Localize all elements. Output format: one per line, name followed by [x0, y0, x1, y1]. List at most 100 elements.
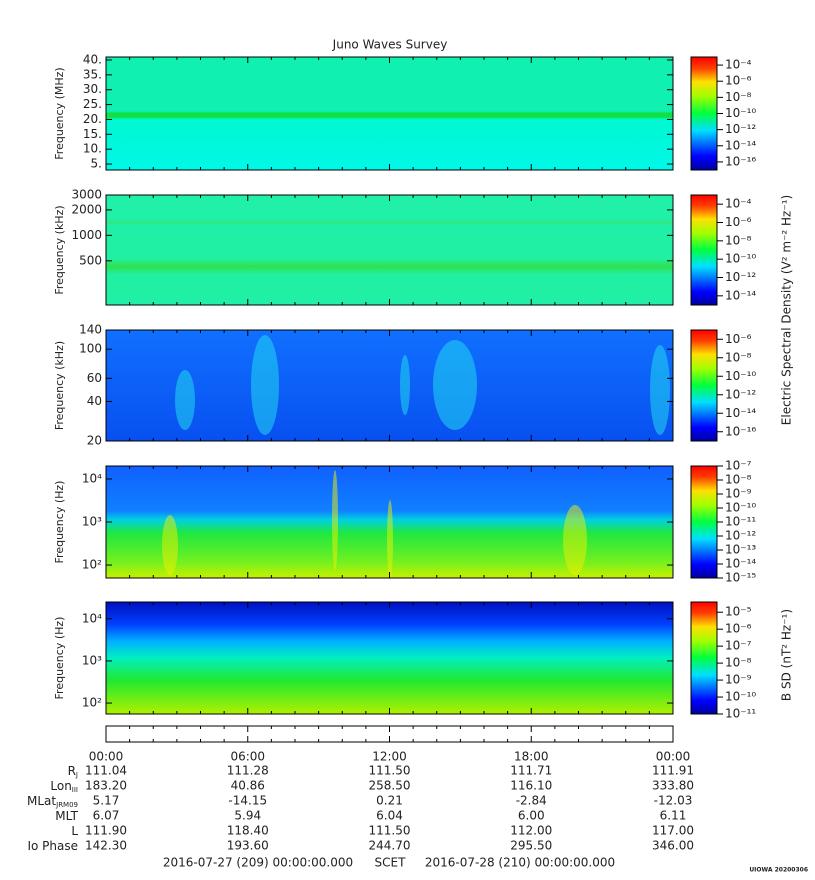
colorbar-tick-label: 10⁻¹⁶: [725, 424, 756, 438]
spectrogram: [106, 57, 673, 170]
scet-label: SCET: [375, 856, 407, 870]
colorbar-tick-label: 10⁻¹¹: [725, 707, 756, 721]
ephemeris-label: MLatJRM09: [27, 794, 78, 810]
y-tick-label: 10³: [82, 515, 102, 529]
colorbar-tick-label: 10⁻¹⁶: [725, 154, 756, 168]
colorbar-tick-label: 10⁻¹⁵: [725, 571, 756, 585]
y-axis-label: Frequency (Hz): [53, 617, 66, 700]
y-tick-label: 10³: [82, 653, 102, 667]
time-label: 18:00: [514, 750, 549, 764]
colorbar: [690, 601, 718, 715]
ephemeris-value: 6.00: [518, 809, 545, 823]
colorbar-tick-label: 10⁻¹⁰: [725, 501, 756, 515]
ephemeris-value: 244.70: [369, 839, 411, 853]
ephemeris-value: 111.71: [510, 764, 552, 778]
ephemeris-label: LonIII: [50, 779, 78, 795]
colorbar-tick-label: 10⁻¹²: [725, 270, 756, 284]
emission: [400, 355, 410, 415]
ephemeris-value: 295.50: [510, 839, 552, 853]
colorbar-tick-label: 10⁻⁸: [725, 350, 752, 364]
y-tick-label: 25.: [83, 97, 102, 111]
ephemeris-value: 6.04: [376, 809, 403, 823]
y-tick-label: 5.: [91, 157, 102, 171]
ephemeris-value: 111.50: [369, 824, 411, 838]
time-label: 12:00: [372, 750, 407, 764]
colorbar-tick-label: 10⁻¹¹: [725, 515, 756, 529]
spectrogram: [106, 330, 673, 441]
colorbar-label: Electric Spectral Density (V² m⁻² Hz⁻¹): [780, 195, 794, 425]
figure-title: Juno Waves Survey: [332, 38, 448, 52]
ephemeris-label: RJ: [68, 764, 78, 780]
emission: [162, 515, 178, 575]
colorbar-tick-label: 10⁻¹²: [725, 387, 756, 401]
ephemeris-value: 5.94: [234, 809, 261, 823]
ephemeris-value: 142.30: [85, 839, 127, 853]
y-tick-label: 10²: [82, 558, 102, 572]
y-tick-label: 140: [79, 323, 102, 337]
colorbar: [690, 465, 718, 579]
ephemeris-name: R: [68, 764, 76, 778]
y-tick-label: 20.: [83, 112, 102, 126]
y-tick-label: 10²: [82, 696, 102, 710]
colorbar-tick-label: 10⁻⁹: [725, 673, 752, 687]
emission: [175, 370, 195, 430]
ephemeris-label: MLT: [55, 809, 78, 823]
ephemeris-value: 193.60: [227, 839, 269, 853]
ephemeris-name: Lon: [50, 779, 71, 793]
ephemeris-value: 118.40: [227, 824, 269, 838]
ephemeris-value: 111.91: [652, 764, 694, 778]
colorbar-tick-label: 10⁻⁶: [725, 622, 752, 636]
colorbar-tick-label: 10⁻¹⁴: [725, 406, 756, 420]
colorbar-label: B SD (nT² Hz⁻¹): [780, 609, 794, 701]
y-tick-label: 100: [79, 342, 102, 356]
ephemeris-subscript: III: [72, 786, 78, 794]
y-tick-label: 40: [87, 394, 102, 408]
ephemeris-label: Io Phase: [27, 839, 78, 853]
y-axis-label: Frequency (Hz): [53, 481, 66, 564]
colorbar-tick-label: 10⁻⁷: [725, 639, 752, 653]
scet-start: 2016-07-27 (209) 00:00:00.000: [163, 856, 353, 870]
ephemeris-value: 6.11: [660, 809, 687, 823]
ephemeris-value: 40.86: [231, 779, 265, 793]
ephemeris-value: 6.07: [93, 809, 120, 823]
y-tick-label: 40.: [83, 52, 102, 66]
ephemeris-name: MLat: [27, 794, 56, 808]
y-axis-label: Frequency (kHz): [53, 341, 66, 430]
ephemeris-value: 117.00: [652, 824, 694, 838]
emission: [650, 345, 670, 435]
y-tick-label: 20: [87, 434, 102, 448]
colorbar-tick-label: 10⁻⁸: [725, 233, 752, 247]
y-tick-label: 10⁴: [82, 471, 102, 485]
ephemeris-value: -14.15: [228, 794, 267, 808]
colorbar-tick-label: 10⁻⁹: [725, 487, 752, 501]
y-tick-label: 1000: [71, 228, 102, 242]
spectrogram: [106, 602, 673, 714]
ephemeris-value: 111.50: [369, 764, 411, 778]
time-label: 06:00: [230, 750, 265, 764]
colorbar-tick-label: 10⁻¹⁰: [725, 690, 756, 704]
ephemeris-label: L: [71, 824, 78, 838]
colorbar-tick-label: 10⁻¹³: [725, 543, 756, 557]
ephemeris-value: 183.20: [85, 779, 127, 793]
ephemeris-name: Io Phase: [27, 839, 78, 853]
ephemeris-value: 112.00: [510, 824, 552, 838]
ephemeris-value: 111.90: [85, 824, 127, 838]
emission: [332, 470, 338, 570]
ephemeris-value: 111.04: [85, 764, 127, 778]
y-tick-label: 500: [79, 253, 102, 267]
ephemeris-value: 5.17: [93, 794, 120, 808]
time-label: 00:00: [656, 750, 691, 764]
y-tick-label: 10.: [83, 142, 102, 156]
y-tick-label: 3000: [71, 188, 102, 202]
y-tick-label: 35.: [83, 67, 102, 81]
colorbar-tick-label: 10⁻⁴: [725, 197, 752, 211]
colorbar-tick-label: 10⁻¹⁰: [725, 369, 756, 383]
colorbar-tick-label: 10⁻¹⁰: [725, 252, 756, 266]
colorbar-tick-label: 10⁻⁷: [725, 459, 752, 473]
colorbar: [690, 56, 718, 171]
ephemeris-value: 258.50: [369, 779, 411, 793]
ephemeris-subscript: JRM09: [55, 801, 78, 809]
y-axis-label: Frequency (MHz): [53, 67, 66, 159]
colorbar-tick-label: 10⁻¹⁰: [725, 106, 756, 120]
colorbar-tick-label: 10⁻⁸: [725, 90, 752, 104]
